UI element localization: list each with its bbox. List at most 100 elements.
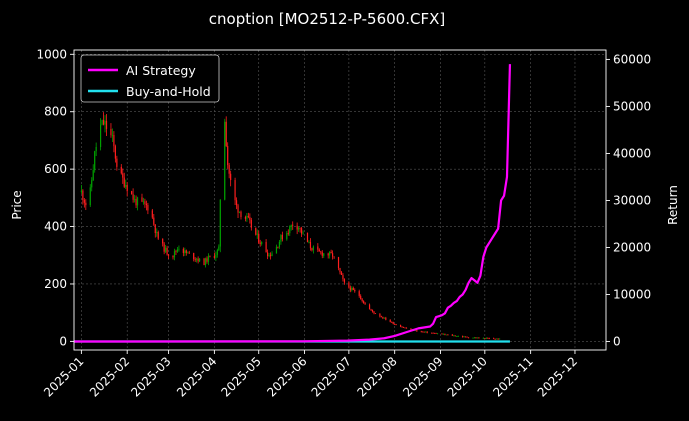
legend: AI Strategy Buy-and-Hold xyxy=(80,54,220,103)
candle-body xyxy=(360,295,362,300)
candle-body xyxy=(426,331,428,333)
candle-body xyxy=(306,232,309,243)
candle-body xyxy=(465,336,467,338)
candle-body xyxy=(80,190,82,193)
candle-body xyxy=(218,246,220,250)
candle-body xyxy=(132,194,134,200)
candle-body xyxy=(175,251,177,253)
y-tick-label-right: 0 xyxy=(613,335,621,349)
candle-body xyxy=(100,124,102,147)
candle-body xyxy=(178,248,180,250)
candle-body xyxy=(485,337,487,339)
candle-body xyxy=(363,301,365,304)
candle-body xyxy=(323,253,325,256)
candle-body xyxy=(371,309,374,312)
candle-body xyxy=(116,158,118,167)
candle-body xyxy=(342,274,344,280)
candle-body xyxy=(141,197,143,202)
candle-body xyxy=(85,202,87,206)
candle-body xyxy=(173,251,176,258)
candle-body xyxy=(277,246,279,248)
y-tick-label-left: 400 xyxy=(44,220,67,234)
candle-body xyxy=(240,211,242,218)
candle-body xyxy=(111,134,114,136)
candle-body xyxy=(488,338,490,340)
candle-body xyxy=(216,249,218,255)
candle-body xyxy=(476,337,479,339)
candle-body xyxy=(405,327,408,329)
candle-body xyxy=(213,255,215,258)
candle-body xyxy=(425,331,427,333)
candle-body xyxy=(268,255,270,257)
x-tick-label: 2025-07 xyxy=(309,354,354,399)
candle-body xyxy=(364,303,366,305)
candle-body xyxy=(275,246,278,254)
candle-body xyxy=(278,241,281,248)
candle-body xyxy=(373,311,375,314)
candle-body xyxy=(133,198,136,200)
candle-body xyxy=(167,254,170,256)
candle-body xyxy=(312,246,314,251)
candle-body xyxy=(414,330,416,332)
candle-body xyxy=(235,200,238,206)
candle-body xyxy=(230,173,232,181)
candle-body xyxy=(105,120,108,129)
candle-body xyxy=(104,120,106,125)
candle-body xyxy=(402,327,405,328)
y-tick-label-left: 1000 xyxy=(36,47,67,61)
candle-body xyxy=(166,247,168,255)
candle-body xyxy=(487,337,489,339)
candle-body xyxy=(247,216,249,218)
x-tick-label: 2025-09 xyxy=(400,354,445,399)
candle-body xyxy=(193,253,195,259)
candle-body xyxy=(135,198,137,206)
candle-body xyxy=(185,250,187,253)
y-tick-label-right: 20000 xyxy=(613,240,651,254)
candle-body xyxy=(92,170,94,181)
candle-body xyxy=(385,317,387,320)
candle-body xyxy=(246,216,248,219)
candle-body xyxy=(343,279,346,283)
candle-body xyxy=(296,225,298,230)
candle-body xyxy=(330,251,332,254)
candle-body xyxy=(442,333,445,335)
candle-body xyxy=(113,134,115,147)
candle-body xyxy=(399,325,402,327)
candle-body xyxy=(196,258,198,260)
candle-body xyxy=(309,241,312,249)
x-tick-label: 2025-03 xyxy=(128,354,173,399)
candle-body xyxy=(290,224,292,227)
series-line-ai-strategy xyxy=(73,64,512,343)
chart-title: cnoption [MO2512-P-5600.CFX] xyxy=(209,10,445,28)
candle-body xyxy=(188,252,190,254)
candle-body xyxy=(454,335,456,337)
y-tick-label-right: 40000 xyxy=(613,146,651,160)
y-axis-label-right: Return xyxy=(666,185,680,225)
y-tick-label-right: 60000 xyxy=(613,52,651,66)
candle-body xyxy=(339,268,341,273)
candle-body xyxy=(382,317,384,319)
candle-body xyxy=(219,199,221,247)
plot-frame xyxy=(73,49,607,351)
candle-body xyxy=(349,287,351,291)
candle-body xyxy=(308,241,310,243)
candle-body xyxy=(453,335,455,337)
candle-body xyxy=(207,255,210,262)
x-tick-label: 2025-02 xyxy=(87,354,132,399)
candle-body xyxy=(389,319,391,322)
x-tick-label: 2025-05 xyxy=(218,354,263,399)
candle-body xyxy=(206,258,208,262)
candle-body xyxy=(280,234,282,242)
candle-body xyxy=(374,313,377,315)
candle-body xyxy=(204,258,207,265)
candle-body xyxy=(431,332,433,334)
candle-body xyxy=(435,333,437,334)
candle-body xyxy=(416,330,418,332)
candle-body xyxy=(102,120,105,125)
candle-body xyxy=(354,289,356,292)
candle-body xyxy=(114,146,116,159)
candle-body xyxy=(394,323,396,325)
candle-body xyxy=(401,326,403,328)
